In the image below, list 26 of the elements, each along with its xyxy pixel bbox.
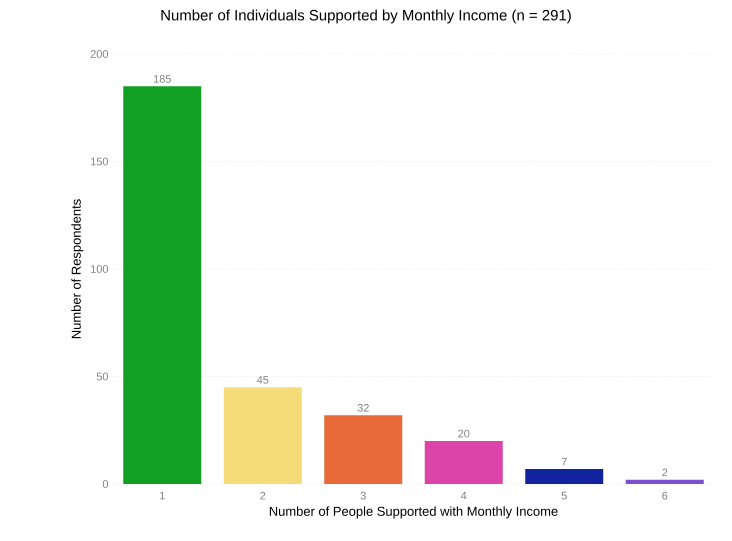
bar [123, 86, 202, 484]
data-label: 185 [154, 74, 171, 83]
bar [424, 441, 503, 484]
x-tick-label: 2 [260, 492, 266, 500]
y-tick-label: 150 [91, 158, 108, 166]
bar [224, 387, 302, 484]
bar [525, 468, 604, 484]
y-tick-label: 100 [91, 265, 108, 273]
x-tick-label: 6 [662, 492, 668, 500]
data-label: 32 [358, 404, 369, 412]
data-label: 20 [458, 430, 470, 438]
y-tick-label: 200 [90, 50, 108, 58]
chart-title: Number of Individuals Supported by Monthly Income (n = 291) [161, 10, 571, 24]
y-axis-title: Number of Respondents [71, 199, 84, 338]
x-tick-label: 5 [562, 492, 567, 500]
x-tick-label: 1 [160, 492, 165, 500]
x-tick-label: 4 [460, 492, 466, 500]
bar [324, 415, 402, 484]
data-label: 2 [662, 468, 668, 476]
bar [626, 480, 704, 484]
x-tick-label: 3 [360, 492, 366, 500]
y-tick-label: 0 [102, 480, 108, 488]
y-tick-label: 50 [96, 372, 108, 380]
x-axis-title: Number of People Supported with Monthly Income [270, 506, 558, 518]
data-label: 45 [256, 376, 268, 384]
data-label: 7 [562, 458, 567, 466]
